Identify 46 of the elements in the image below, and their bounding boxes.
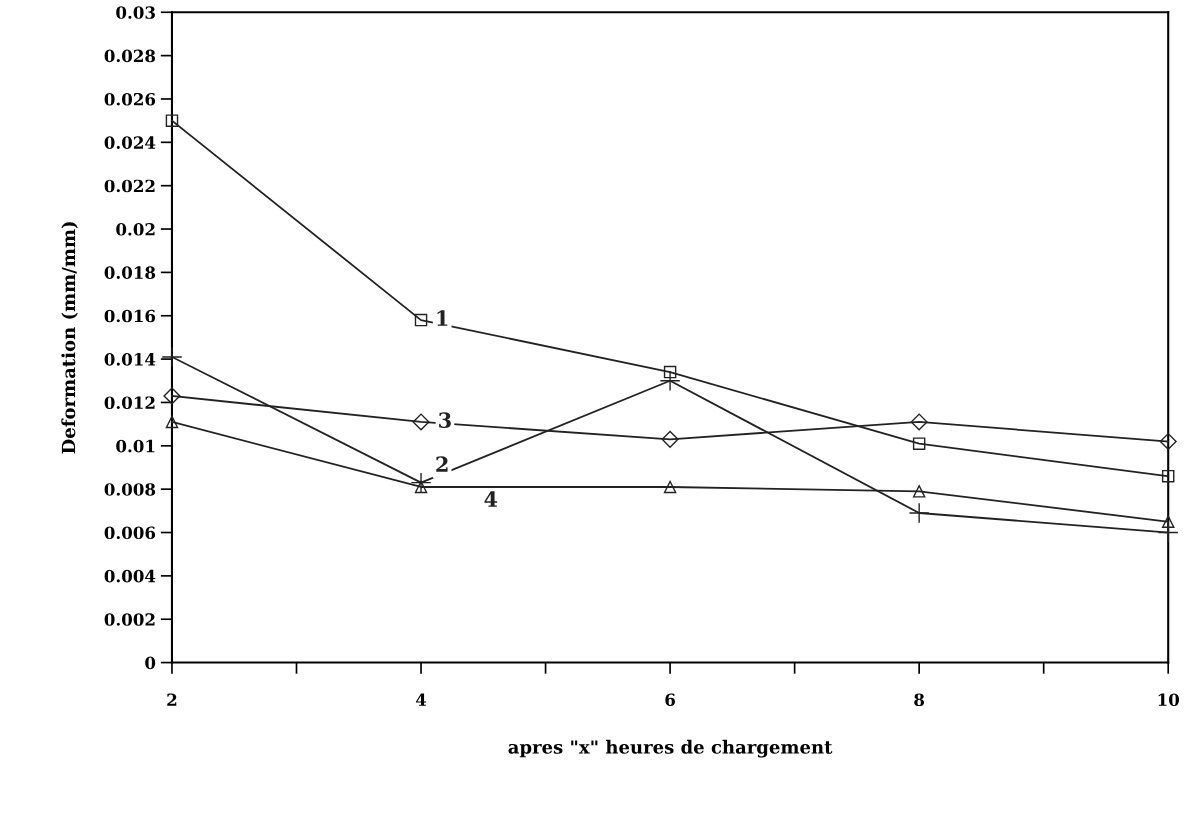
y-tick-label: 0.006 [104,526,156,540]
point [161,346,183,368]
y-tick-label: 0.026 [104,92,156,106]
series-label: 2 [436,456,448,472]
y-tick-label: 0.002 [104,613,155,626]
y-tick-label: 0.018 [104,266,156,279]
x-tick-label: 6 [665,693,675,707]
point [910,413,928,431]
point [412,413,430,431]
y-tick-label: 0.03 [116,6,155,19]
point [908,502,930,524]
y-tick-label: 0.024 [104,136,156,149]
point [1161,469,1175,483]
point [1159,432,1177,451]
point [1161,515,1175,528]
x-tick-label: 2 [167,693,177,706]
series-label: 4 [484,491,498,507]
y-tick-label: 0.022 [104,179,155,193]
y-tick-label: 0.008 [104,483,156,496]
point [661,430,679,448]
series-label: 3 [439,412,451,429]
point [663,365,677,379]
series-label: 1 [437,310,448,326]
y-tick-label: 0.01 [116,439,155,453]
point [165,114,179,127]
y-tick-label: 0.016 [104,309,156,323]
point [659,370,681,392]
x-axis-title: apres "x" heures de chargement [508,739,833,758]
y-axis-title: Deformation (mm/mm) [61,222,78,454]
point [663,480,677,494]
point [414,480,428,494]
point [414,313,428,327]
x-tick-label: 4 [415,693,427,706]
x-tick-label: 10 [1158,693,1180,707]
point [165,415,179,429]
point [410,472,432,494]
point [912,485,926,498]
x-tick-label: 8 [914,693,925,707]
y-tick-label: 0.004 [104,569,156,583]
y-tick-label: 0.02 [116,223,155,236]
y-tick-label: 0.028 [104,49,156,63]
y-tick-label: 0.014 [104,353,156,366]
y-tick-label: 0 [145,656,156,670]
point [912,437,926,450]
y-tick-label: 0.012 [104,396,155,410]
point [163,387,181,405]
